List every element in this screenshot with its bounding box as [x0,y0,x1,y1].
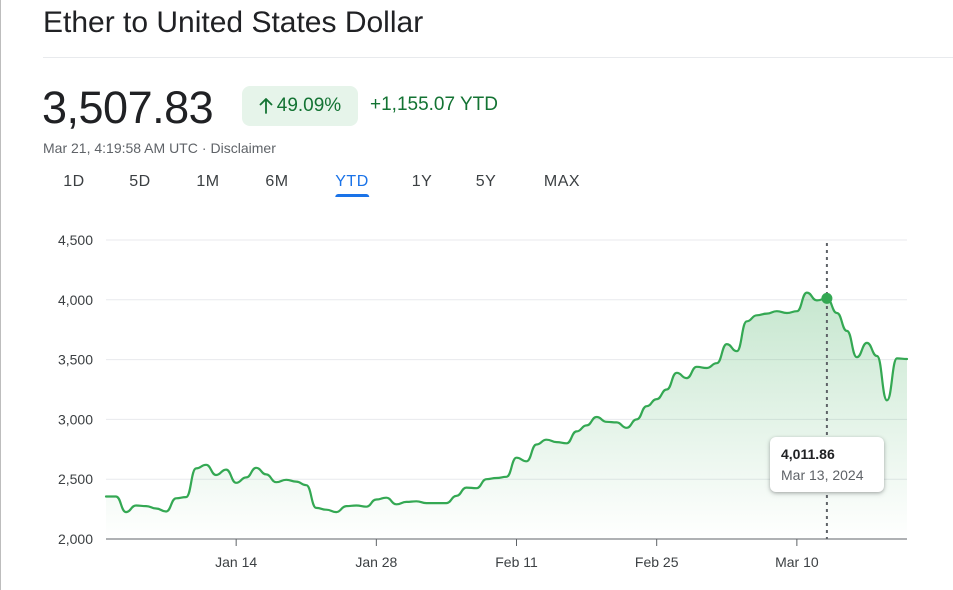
y-tick-label: 2,500 [58,471,93,487]
x-tick-label: Feb 11 [495,554,538,570]
percent-change-value: 49.09% [276,95,342,116]
price-timestamp-row: Mar 21, 4:19:58 AM UTC · Disclaimer [43,140,276,156]
y-tick-label: 4,500 [58,232,93,248]
left-edge-rule [0,0,1,590]
tab-1y[interactable]: 1Y [411,173,433,190]
absolute-change: +1,155.07 YTD [370,94,498,115]
separator: · [201,140,207,156]
y-tick-label: 3,500 [58,352,93,368]
tab-1m[interactable]: 1M [196,173,220,190]
disclaimer-link[interactable]: Disclaimer [210,140,276,156]
price-line [104,291,909,514]
price-area [106,292,907,539]
x-tick-label: Feb 25 [635,554,679,570]
y-axis: 2,000 2,500 3,000 3,500 4,000 4,500 [58,232,93,547]
percent-change-badge: 49.09% [242,86,358,126]
tab-5y[interactable]: 5Y [475,173,497,190]
price-tooltip: 4,011.86 Mar 13, 2024 [770,437,884,492]
tab-1d[interactable]: 1D [63,173,85,190]
y-tick-label: 4,000 [58,292,93,308]
hover-point [821,292,833,304]
tooltip-date: Mar 13, 2024 [781,467,864,483]
range-tabs: 1D 5D 1M 6M YTD 1Y 5Y MAX [0,173,700,203]
x-tick-label: Mar 10 [775,554,819,570]
tooltip-value: 4,011.86 [781,446,835,462]
page-title: Ether to United States Dollar [43,6,424,39]
tab-6m[interactable]: 6M [265,173,289,190]
y-tick-label: 2,000 [58,531,93,547]
tab-max[interactable]: MAX [543,173,581,190]
x-axis: Jan 14 Jan 28 Feb 11 Feb 25 Mar 10 [215,539,819,570]
y-tick-label: 3,000 [58,411,93,427]
arrow-up-icon [259,98,273,114]
tab-5d[interactable]: 5D [129,173,151,190]
x-tick-label: Jan 28 [355,554,397,570]
x-tick-label: Jan 14 [215,554,257,570]
title-divider [43,57,953,58]
current-price: 3,507.83 [42,82,214,133]
tab-ytd[interactable]: YTD [335,173,369,197]
timestamp: Mar 21, 4:19:58 AM UTC [43,140,198,156]
